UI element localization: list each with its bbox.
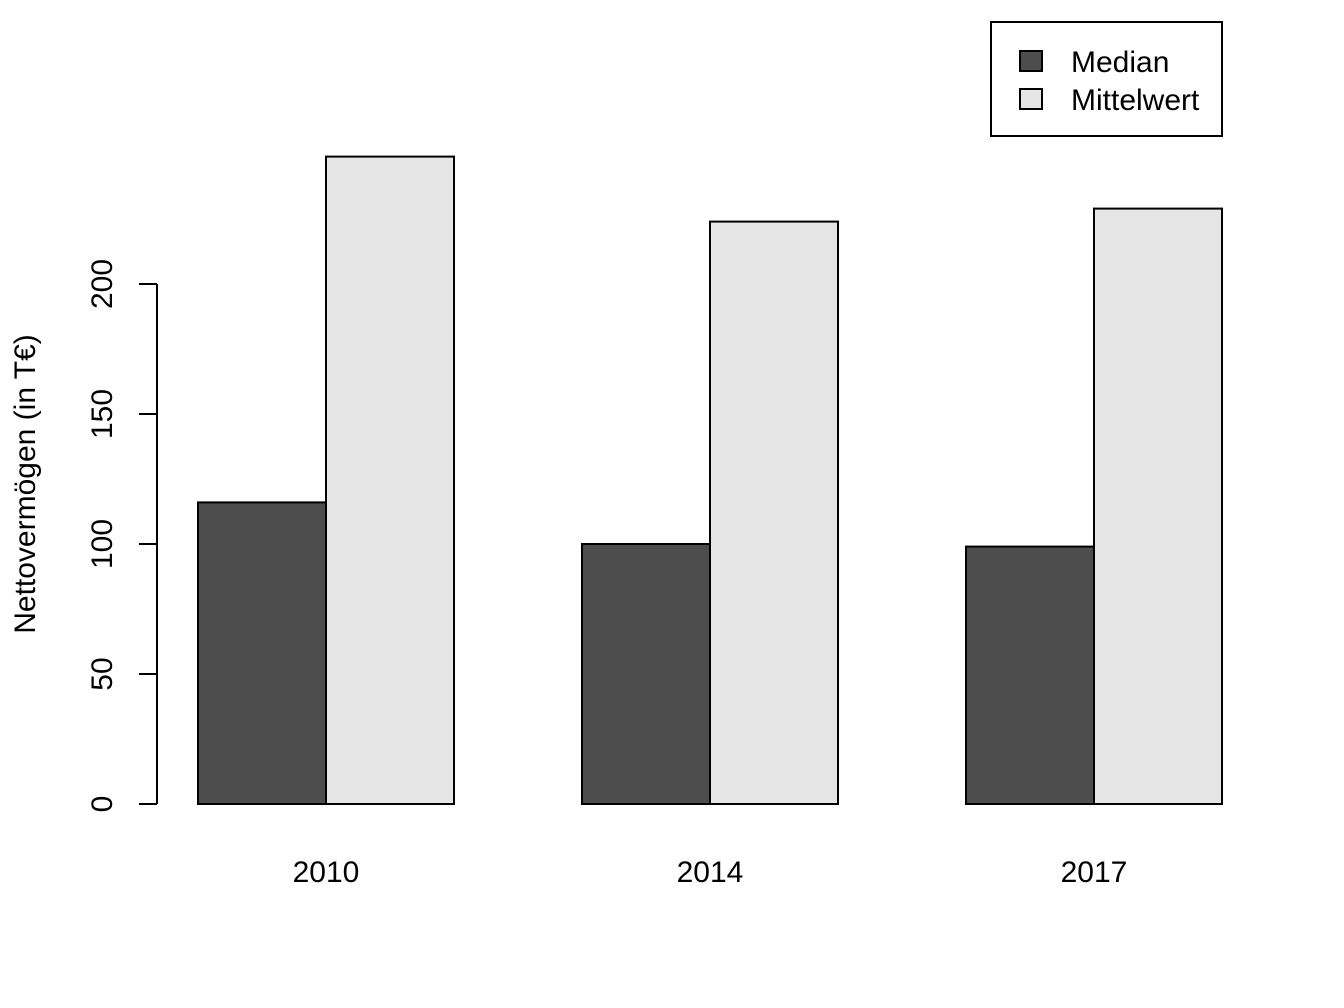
- legend-label-mittelwert: Mittelwert: [1071, 84, 1200, 117]
- bar-median-2017: [965, 545, 1095, 805]
- legend-swatch-mittelwert: [1019, 88, 1043, 110]
- y-tick-label-150: 150: [86, 389, 119, 439]
- bar-median-2014: [581, 543, 711, 805]
- legend-label-median: Median: [1071, 46, 1169, 79]
- legend-swatch-median: [1019, 50, 1043, 72]
- y-tick-label-200: 200: [86, 259, 119, 309]
- y-axis: 0 50 100 150 200: [86, 259, 158, 813]
- bar-mittelwert-2017: [1093, 207, 1223, 806]
- x-axis-labels: 2010 2014 2017: [293, 856, 1128, 889]
- legend: Median Mittelwert: [990, 21, 1223, 137]
- x-tick-label-2014: 2014: [677, 856, 744, 889]
- x-tick-label-2010: 2010: [293, 856, 360, 889]
- bar-mittelwert-2010: [325, 155, 455, 806]
- legend-box: [990, 21, 1223, 137]
- x-tick-label-2017: 2017: [1061, 856, 1128, 889]
- y-axis-title: Nettovermögen (in T€): [9, 334, 42, 634]
- bar-mittelwert-2014: [709, 220, 839, 806]
- y-tick-label-50: 50: [86, 657, 119, 690]
- bar-median-2010: [197, 501, 327, 805]
- y-tick-label-100: 100: [86, 519, 119, 569]
- bars-layer: [197, 155, 1223, 806]
- y-tick-label-0: 0: [86, 796, 119, 813]
